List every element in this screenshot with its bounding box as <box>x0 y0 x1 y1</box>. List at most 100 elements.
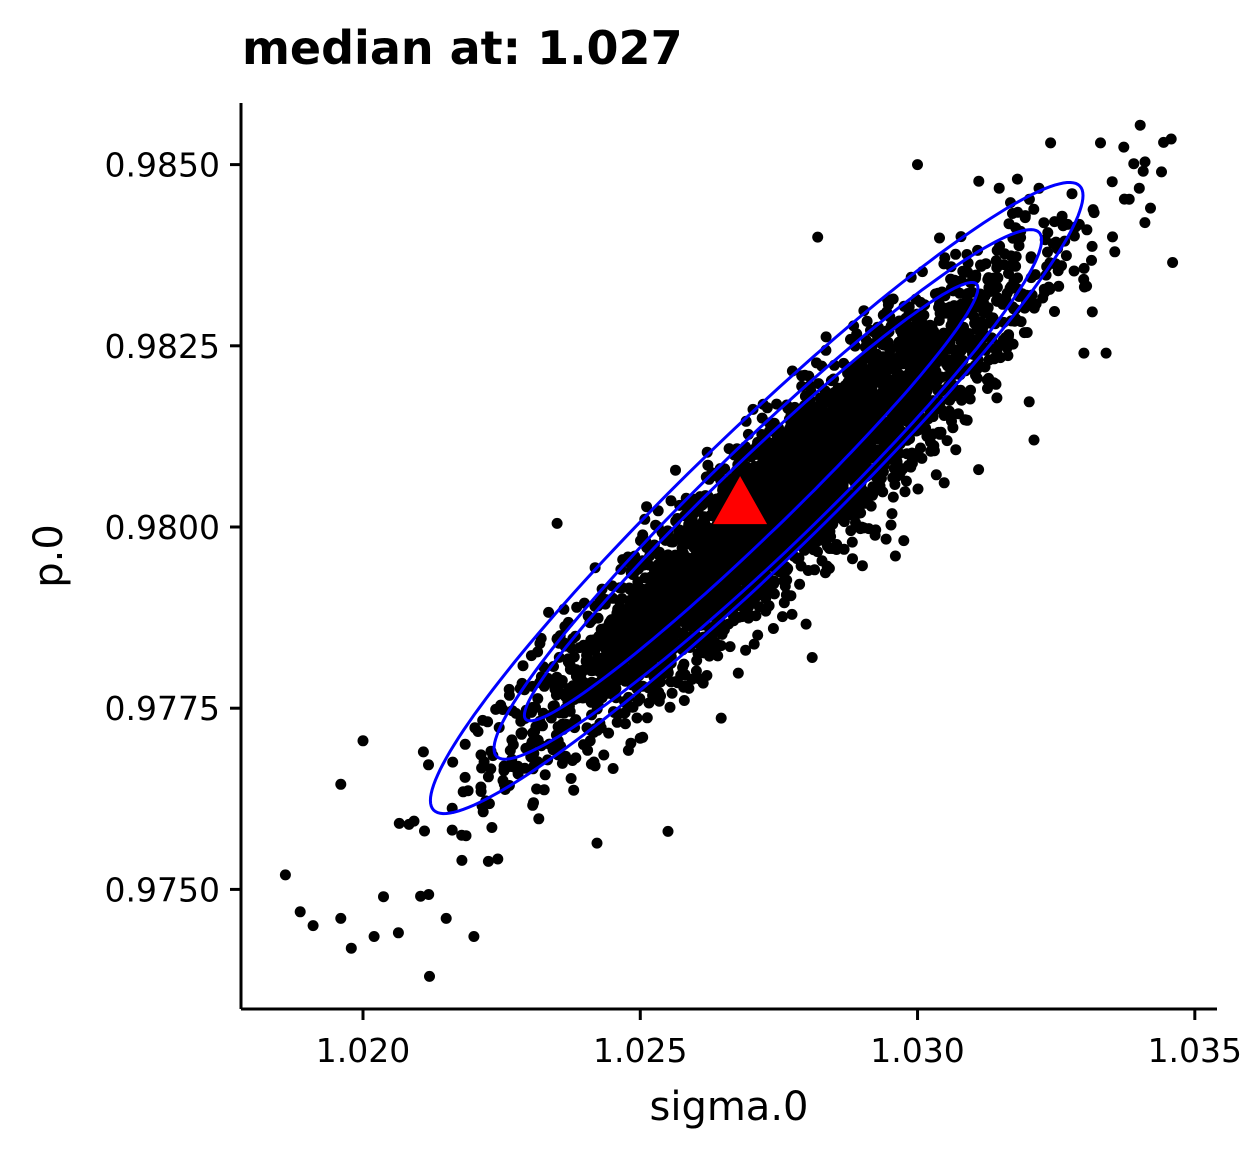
scatter-point <box>1165 133 1177 145</box>
scatter-point <box>973 464 985 476</box>
scatter-point <box>714 640 726 652</box>
scatter-point <box>752 463 764 474</box>
scatter-point <box>728 615 740 627</box>
scatter-point <box>693 612 704 624</box>
scatter-point <box>564 705 576 717</box>
scatter-point <box>1049 306 1060 317</box>
scatter-point <box>527 727 539 739</box>
scatter-point <box>667 632 679 644</box>
scatter-point <box>925 436 936 448</box>
scatter-point <box>532 693 544 705</box>
scatter-point <box>971 372 983 384</box>
scatter-point <box>791 553 803 565</box>
scatter-point <box>423 759 434 771</box>
scatter-point <box>930 469 942 481</box>
scatter-point <box>884 382 896 394</box>
scatter-point <box>666 687 678 699</box>
scatter-point <box>551 517 563 529</box>
x-tick-label: 1.030 <box>870 1031 964 1070</box>
scatter-point <box>533 813 545 825</box>
scatter-point <box>607 763 619 774</box>
scatter-point <box>634 732 646 744</box>
scatter-point <box>392 927 404 939</box>
scatter-point <box>912 483 924 495</box>
scatter-point <box>778 487 790 499</box>
scatter-point <box>1002 350 1014 362</box>
scatter-point <box>723 443 735 455</box>
scatter-point <box>561 718 572 730</box>
scatter-point <box>1003 329 1015 341</box>
scatter-point <box>1081 280 1093 292</box>
scatter-point <box>415 890 427 902</box>
scatter-point <box>1088 207 1100 219</box>
scatter-point <box>895 379 907 391</box>
scatter-point <box>534 638 546 649</box>
scatter-point <box>800 618 812 630</box>
scatter-point <box>693 499 705 511</box>
scatter-point <box>993 182 1005 194</box>
scatter-point <box>724 641 736 653</box>
scatter-point <box>652 547 664 558</box>
scatter-point <box>859 452 870 464</box>
scatter-point <box>592 600 604 612</box>
scatter-point <box>424 970 435 982</box>
scatter-point <box>891 456 903 468</box>
scatter-point <box>842 507 854 519</box>
scatter-point <box>594 633 606 645</box>
scatter-point <box>1062 218 1074 230</box>
scatter-point <box>753 486 765 498</box>
scatter-point <box>625 737 637 749</box>
scatter-point <box>702 459 714 471</box>
scatter-point <box>916 452 928 464</box>
scatter-point <box>603 727 615 739</box>
scatter-point <box>867 355 879 367</box>
scatter-point <box>609 648 621 659</box>
scatter-point <box>335 778 347 790</box>
scatter-point <box>840 441 851 453</box>
scatter-point <box>934 232 945 244</box>
scatter-point <box>1007 257 1019 269</box>
scatter-point <box>795 441 807 453</box>
scatter-point <box>650 609 662 621</box>
scatter-point <box>773 428 785 440</box>
scatter-point <box>665 536 677 548</box>
scatter-point <box>791 511 803 523</box>
scatter-point <box>591 837 603 849</box>
scatter-point <box>845 525 857 537</box>
scatter-point <box>622 603 634 615</box>
scatter-point <box>753 549 765 560</box>
scatter-point <box>855 388 867 400</box>
scatter-point <box>806 652 818 663</box>
scatter-point <box>456 854 468 866</box>
scatter-point <box>670 464 681 476</box>
scatter-point <box>378 891 389 903</box>
scatter-point <box>644 583 656 594</box>
scatter-point <box>765 490 777 502</box>
scatter-point <box>915 442 926 454</box>
y-tick-label: 0.9775 <box>105 689 220 728</box>
scatter-point <box>856 560 868 572</box>
scatter-point <box>800 430 812 442</box>
scatter-point <box>718 624 730 636</box>
scatter-point <box>740 600 752 612</box>
scatter-point <box>1145 202 1156 214</box>
density-contour <box>492 228 1044 761</box>
y-axis-ticks: 0.9750 0.9775 0.9800 0.9825 0.9850 <box>105 146 241 909</box>
scatter-point <box>628 661 640 673</box>
scatter-point <box>904 366 916 378</box>
scatter-point <box>646 619 658 631</box>
scatter-point <box>785 460 797 472</box>
scatter-point <box>956 328 968 340</box>
median-triangle <box>713 476 768 525</box>
scatter-point <box>357 735 369 747</box>
scatter-point <box>809 564 821 576</box>
scatter-point <box>813 488 825 500</box>
scatter-point <box>838 543 850 555</box>
scatter-point <box>855 507 867 519</box>
scatter-point <box>875 472 887 484</box>
scatter-point <box>971 363 983 375</box>
scatter-point <box>460 830 472 842</box>
scatter-point <box>679 558 691 570</box>
scatter-point <box>961 414 973 426</box>
scatter-point <box>894 466 906 478</box>
